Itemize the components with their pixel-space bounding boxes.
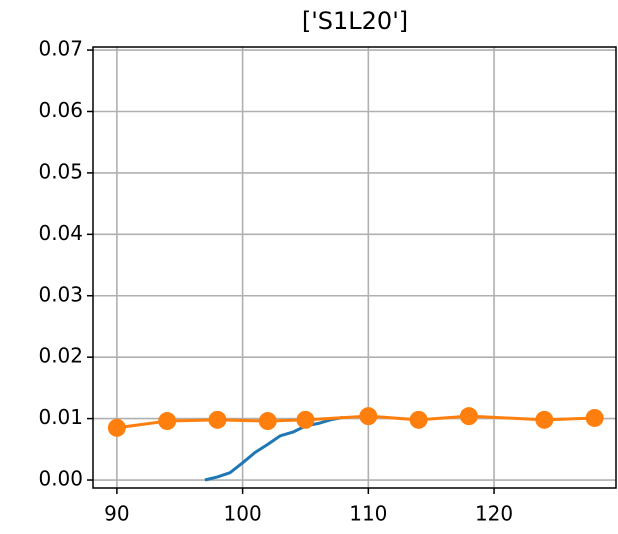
data-point: [585, 408, 604, 427]
data-line: [204, 415, 344, 482]
y-tick-label: 0.02: [38, 344, 83, 368]
x-tick-label: 110: [349, 502, 387, 526]
plot-frame: [92, 46, 617, 489]
data-point: [409, 410, 428, 429]
data-point: [296, 410, 315, 429]
y-tick-label: 0.04: [38, 221, 83, 245]
data-point: [459, 407, 478, 426]
y-tick-label: 0.01: [38, 405, 83, 429]
y-tick-label: 0.07: [38, 37, 83, 61]
data-point: [208, 410, 227, 429]
y-tick-label: 0.06: [38, 98, 83, 122]
y-tick-label: 0.00: [38, 467, 83, 491]
x-tick-label: 90: [104, 502, 129, 526]
y-tick-label: 0.03: [38, 282, 83, 306]
data-point: [359, 407, 378, 426]
data-point: [258, 412, 277, 431]
data-point: [158, 412, 177, 431]
x-tick-label: 100: [224, 502, 262, 526]
data-point: [535, 410, 554, 429]
data-line: [116, 414, 595, 430]
data-point: [107, 418, 126, 437]
y-tick-label: 0.05: [38, 159, 83, 183]
chart-title: ['S1L20']: [302, 7, 408, 35]
x-tick-label: 120: [475, 502, 513, 526]
